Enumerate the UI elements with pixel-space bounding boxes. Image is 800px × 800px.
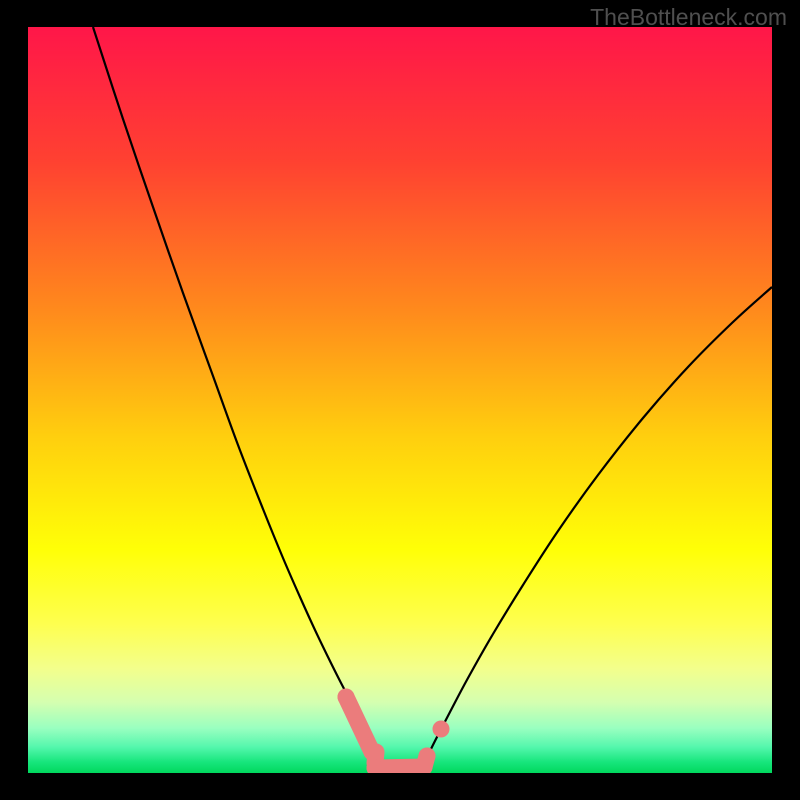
marker-dot bbox=[433, 721, 450, 738]
marker-dot bbox=[364, 744, 381, 761]
marker-dot bbox=[419, 748, 436, 765]
marker-dot bbox=[338, 689, 355, 706]
curve bbox=[429, 287, 772, 753]
curve bbox=[93, 27, 383, 757]
plot-svg bbox=[28, 27, 772, 773]
curve bbox=[346, 697, 372, 752]
watermark-text: TheBottleneck.com bbox=[590, 4, 787, 31]
